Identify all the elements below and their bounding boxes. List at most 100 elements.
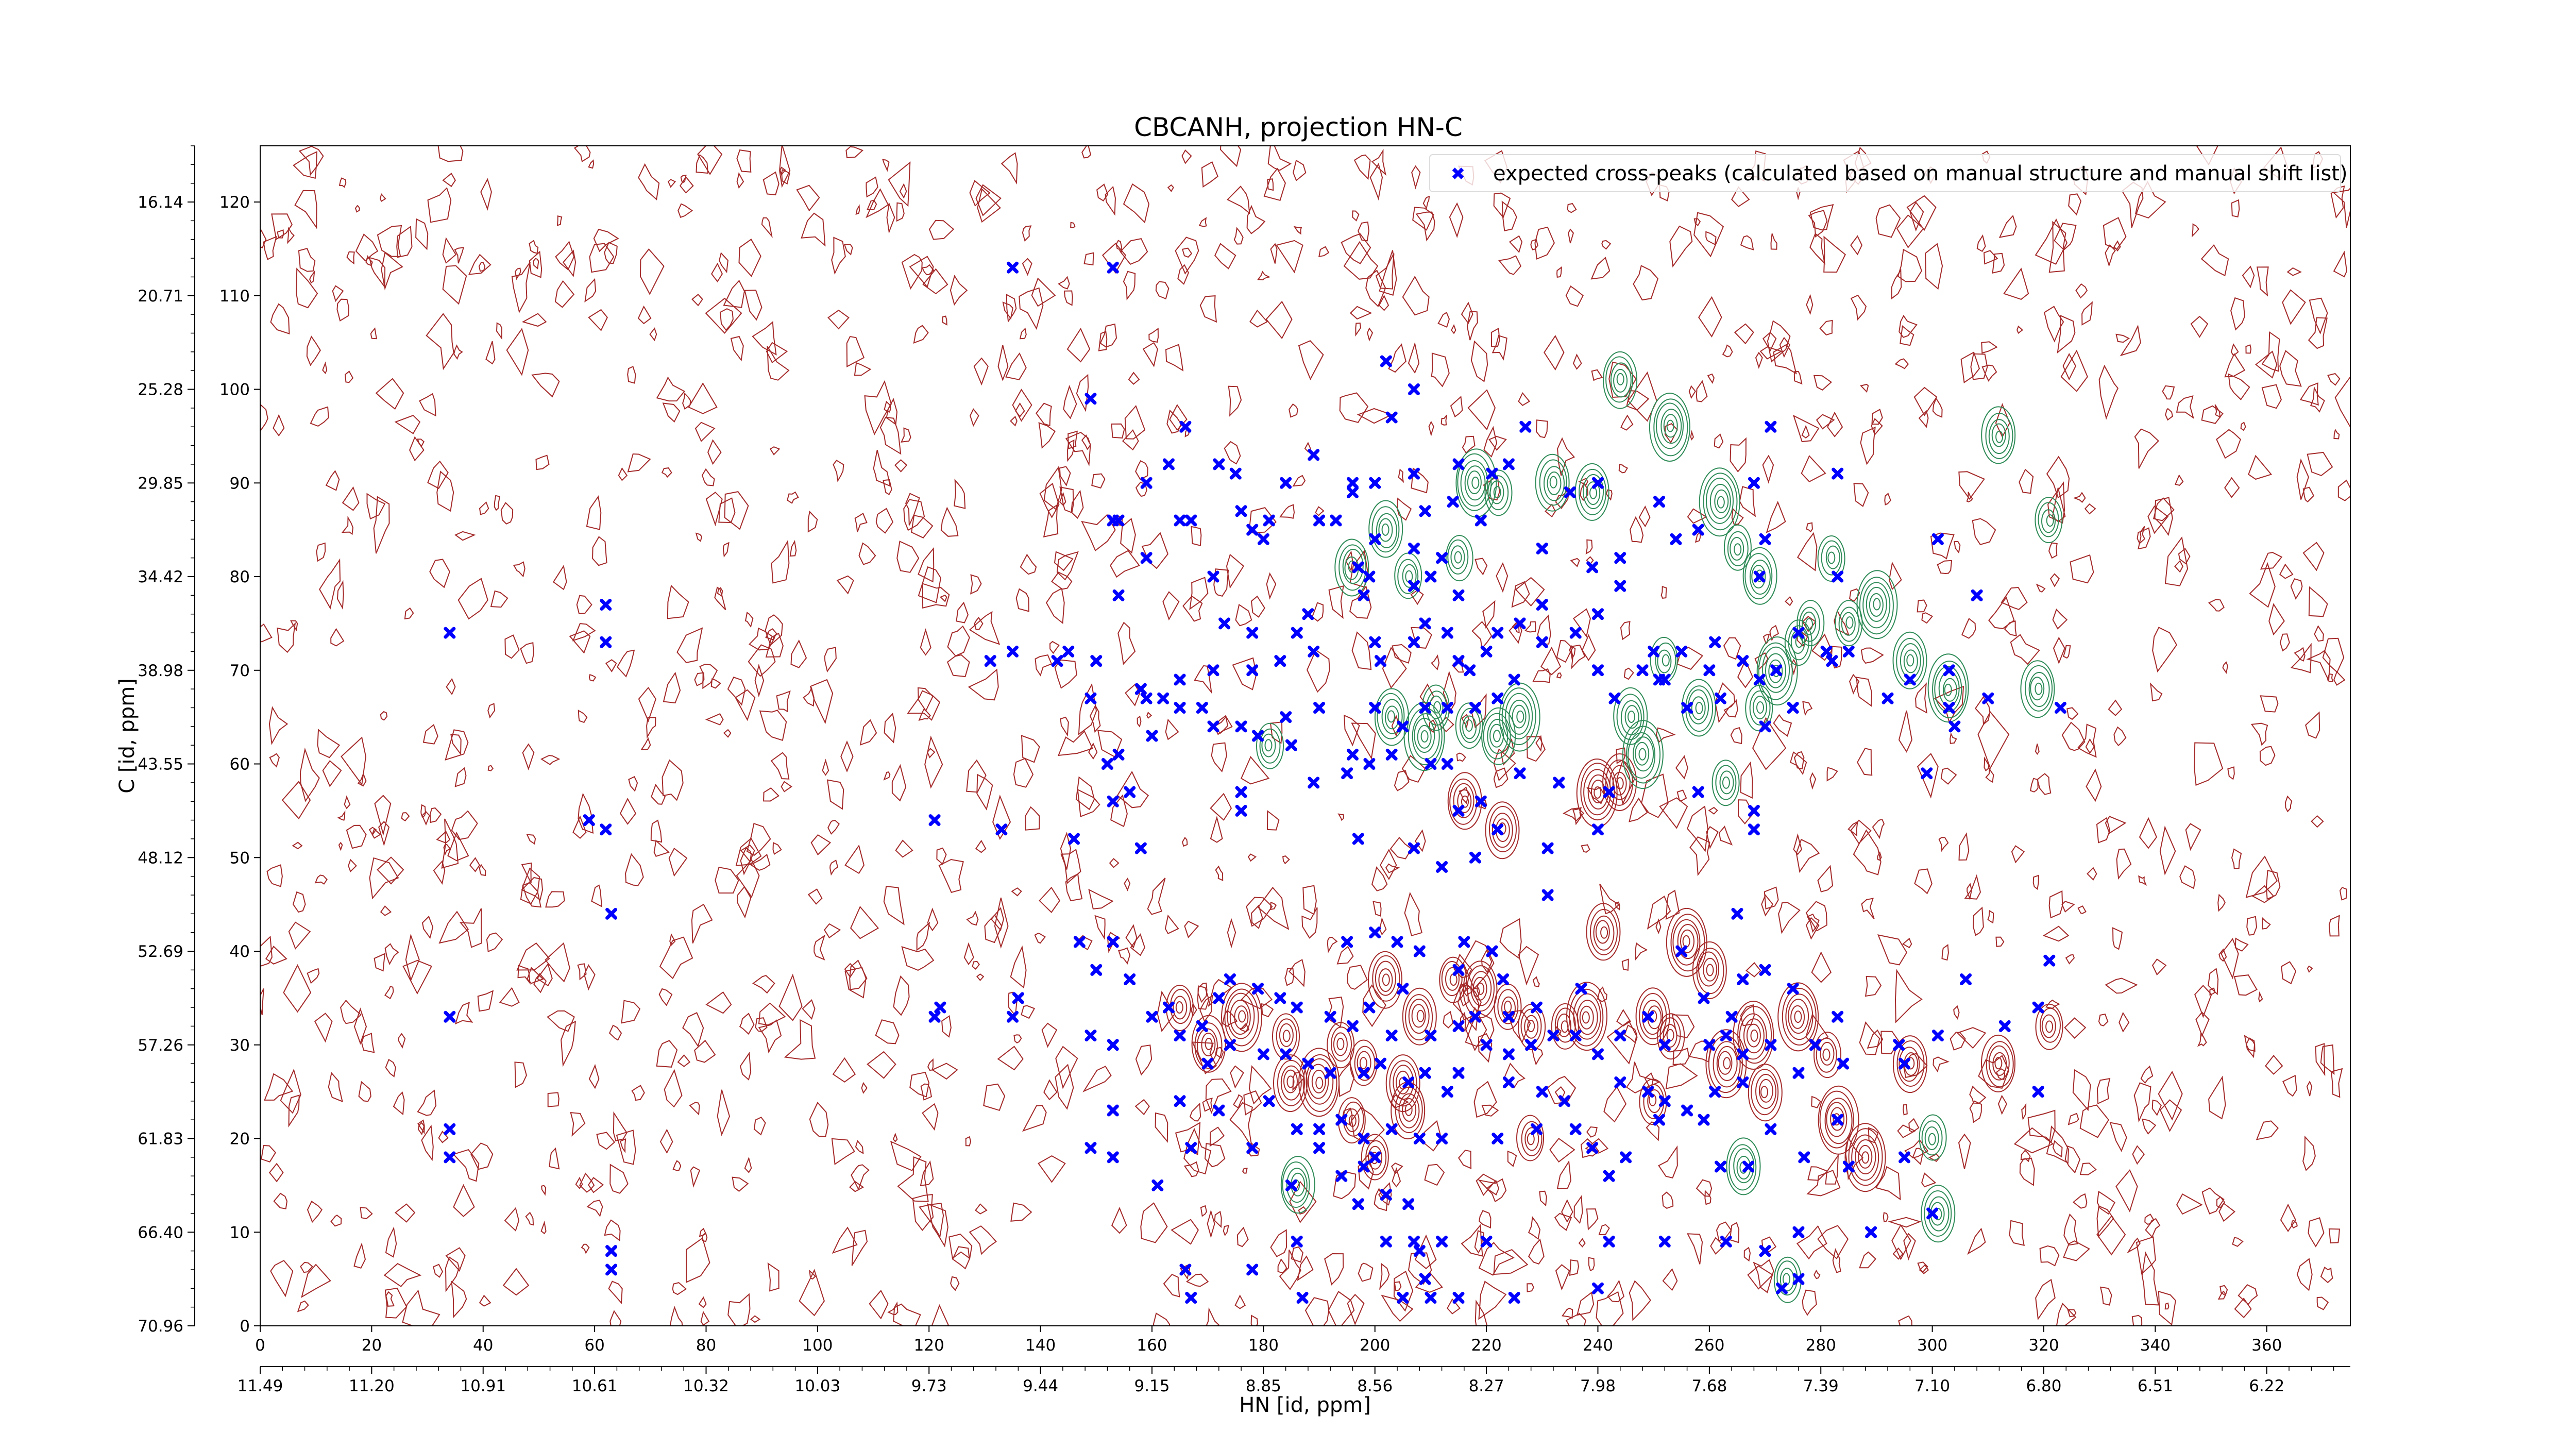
noise-contour bbox=[1202, 1098, 1213, 1112]
y-ppm-tick-label: 25.28 bbox=[138, 381, 183, 399]
noise-contour bbox=[984, 914, 1003, 943]
noise-contour bbox=[2176, 395, 2194, 419]
noise-contour bbox=[669, 1306, 683, 1326]
noise-contour bbox=[1293, 226, 1302, 235]
noise-contour bbox=[1451, 324, 1456, 334]
cross-peak-point bbox=[1759, 533, 1771, 545]
cross-peak-point bbox=[1943, 664, 1955, 677]
noise-contour bbox=[2085, 738, 2095, 754]
positive-peak-contour bbox=[1635, 987, 1670, 1046]
noise-contour bbox=[2032, 874, 2039, 890]
noise-contour bbox=[2019, 1157, 2035, 1186]
noise-contour bbox=[866, 176, 878, 198]
noise-contour bbox=[1081, 514, 1116, 551]
negative-peak-contour bbox=[1583, 474, 1604, 509]
noise-contour bbox=[656, 1040, 678, 1068]
cross-peak-point bbox=[1675, 945, 1688, 957]
noise-contour bbox=[1298, 340, 1324, 380]
noise-contour bbox=[2308, 586, 2328, 617]
noise-contour bbox=[1394, 1281, 1402, 1291]
noise-contour bbox=[1792, 414, 1820, 443]
cross-peak-point bbox=[1257, 533, 1269, 545]
positive-peak-contour bbox=[1696, 948, 1724, 995]
cross-peak-point bbox=[1263, 1095, 1275, 1107]
noise-contour bbox=[997, 1046, 1024, 1071]
noise-contour bbox=[1219, 146, 1242, 167]
negative-peak-contour bbox=[1626, 726, 1661, 784]
noise-contour bbox=[2138, 875, 2147, 886]
noise-contour bbox=[581, 1243, 590, 1254]
noise-contour bbox=[1808, 210, 1828, 238]
noise-contour bbox=[314, 874, 328, 885]
positive-peak-contour bbox=[1602, 753, 1637, 811]
cross-peak-point bbox=[1285, 739, 1297, 751]
noise-contour bbox=[1865, 975, 1882, 997]
positive-peak-contour bbox=[1600, 926, 1608, 939]
noise-contour bbox=[752, 974, 775, 994]
positive-peak-contour bbox=[1790, 1005, 1805, 1029]
noise-contour bbox=[1515, 577, 1545, 607]
y-index-tick-label: 80 bbox=[230, 568, 250, 586]
noise-contour bbox=[1708, 806, 1718, 815]
noise-contour bbox=[831, 1138, 855, 1165]
noise-contour bbox=[2224, 352, 2246, 378]
noise-contour bbox=[1135, 1044, 1153, 1076]
x-index-tick-label: 40 bbox=[473, 1336, 493, 1355]
cross-peak-point bbox=[1792, 1226, 1805, 1238]
cross-peak-point bbox=[1837, 1057, 1849, 1070]
noise-contour bbox=[1130, 933, 1145, 956]
noise-contour bbox=[2152, 627, 2177, 673]
noise-contour bbox=[1440, 414, 1448, 426]
negative-peak-contour bbox=[1603, 351, 1638, 409]
noise-contour bbox=[1375, 253, 1395, 290]
noise-contour bbox=[1811, 951, 1832, 983]
noise-contour bbox=[1351, 1107, 1385, 1142]
cross-peak-point bbox=[1737, 1076, 1749, 1088]
noise-contour bbox=[739, 1052, 752, 1081]
noise-contour bbox=[2302, 542, 2325, 571]
noise-contour bbox=[2048, 542, 2058, 559]
positive-peak-contour bbox=[1569, 988, 1604, 1047]
positive-peak-contour bbox=[1556, 1013, 1571, 1037]
cross-peak-point bbox=[1720, 1235, 1732, 1248]
cross-peak-point bbox=[1931, 533, 1944, 545]
y-ppm-tick-label: 70.96 bbox=[138, 1317, 183, 1336]
noise-contour bbox=[1814, 1269, 1821, 1279]
noise-contour bbox=[1279, 1249, 1301, 1290]
positive-peak-contour bbox=[1201, 1033, 1216, 1056]
noise-contour bbox=[810, 834, 832, 856]
cross-peak-point bbox=[1280, 1048, 1292, 1060]
cross-peak-point bbox=[1308, 645, 1320, 658]
negative-peak-contour bbox=[1489, 723, 1504, 748]
cross-peak-point bbox=[984, 655, 996, 667]
noise-contour bbox=[1687, 508, 1707, 524]
noise-contour bbox=[1586, 1126, 1598, 1138]
positive-peak-contour bbox=[1191, 1015, 1226, 1073]
noise-contour bbox=[1404, 891, 1423, 937]
cross-peak-point bbox=[1369, 477, 1381, 489]
noise-contour bbox=[2330, 1068, 2343, 1098]
noise-contour bbox=[2307, 451, 2333, 477]
negative-peak-contour bbox=[1374, 688, 1409, 746]
noise-contour bbox=[1242, 1168, 1248, 1174]
noise-contour bbox=[2256, 1120, 2279, 1140]
noise-contour bbox=[1379, 250, 1397, 296]
cross-peak-point bbox=[1007, 1010, 1019, 1023]
cross-peak-point bbox=[1207, 570, 1219, 583]
noise-contour bbox=[1762, 633, 1770, 645]
cross-peak-point bbox=[1492, 1133, 1504, 1145]
noise-contour bbox=[864, 380, 892, 435]
noise-contour bbox=[2296, 1258, 2313, 1291]
noise-contour bbox=[1109, 857, 1120, 868]
cross-peak-point bbox=[1842, 1160, 1855, 1173]
noise-contour bbox=[1676, 647, 1704, 670]
cross-peak-point bbox=[1792, 1273, 1805, 1285]
noise-contour bbox=[1778, 902, 1801, 934]
noise-contour bbox=[970, 574, 982, 595]
noise-contour bbox=[866, 188, 889, 218]
cross-peak-point bbox=[1603, 1170, 1615, 1182]
cross-peak-point bbox=[1246, 627, 1259, 639]
noise-contour bbox=[1970, 353, 1988, 380]
negative-peak-contour bbox=[1991, 423, 2006, 447]
noise-contour bbox=[1240, 1022, 1250, 1033]
